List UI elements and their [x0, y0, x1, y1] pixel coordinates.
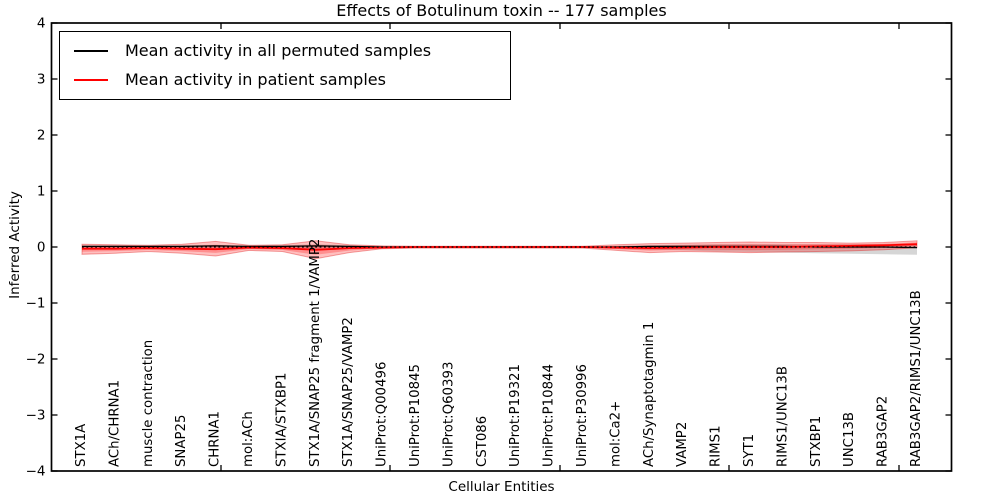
- legend-item-permuted: Mean activity in all permuted samples: [60, 36, 510, 65]
- category-label: STXIA/STXBP1: [274, 373, 289, 467]
- category-label: UniProt:P10845: [408, 364, 423, 467]
- legend-line-patient-icon: [74, 78, 108, 81]
- y-tick-label: 4: [37, 16, 46, 32]
- chart-title: Effects of Botulinum toxin -- 177 sample…: [336, 1, 667, 20]
- category-label: ACh/CHRNA1: [107, 380, 122, 467]
- category-label: RIMS1: [709, 425, 724, 467]
- category-label: RAB3GAP2: [876, 396, 891, 467]
- category-label: STX1A/SNAP25 fragment 1/VAMP2: [308, 239, 323, 467]
- category-label: RIMS1/UNC13B: [775, 366, 790, 467]
- legend-label-patient: Mean activity in patient samples: [125, 70, 386, 89]
- legend: Mean activity in all permuted samples Me…: [59, 31, 511, 100]
- category-label: UniProt:Q60393: [441, 362, 456, 467]
- category-label: mol:Ca2+: [608, 401, 623, 467]
- category-label: STX1A/SNAP25/VAMP2: [341, 317, 356, 467]
- category-label: ACh/Synaptotagmin 1: [642, 322, 657, 467]
- category-label: UniProt:P10844: [542, 364, 557, 467]
- category-label: UniProt:P19321: [508, 364, 523, 467]
- category-label: RAB3GAP2/RIMS1/UNC13B: [909, 290, 924, 467]
- category-label: CST086: [475, 416, 490, 467]
- y-tick-label: 1: [37, 184, 46, 200]
- category-label: SYT1: [742, 434, 757, 467]
- category-label: UniProt:P30996: [575, 364, 590, 467]
- legend-label-permuted: Mean activity in all permuted samples: [125, 41, 432, 60]
- category-label: STX1A: [74, 424, 89, 467]
- category-label: UniProt:Q00496: [375, 362, 390, 467]
- y-tick-label: 0: [37, 240, 46, 256]
- category-label: SNAP25: [174, 415, 189, 467]
- x-axis-label: Cellular Entities: [448, 479, 555, 495]
- category-label: VAMP2: [675, 422, 690, 467]
- y-tick-label: −2: [26, 352, 46, 368]
- y-tick-label: −4: [26, 464, 46, 480]
- legend-line-permuted-icon: [74, 49, 108, 52]
- patient-band-inner: [82, 242, 917, 255]
- category-label: STXBP1: [809, 416, 824, 467]
- y-tick-label: 3: [37, 72, 46, 88]
- legend-item-patient: Mean activity in patient samples: [60, 65, 510, 94]
- category-label: UNC13B: [842, 412, 857, 467]
- y-tick-label: −3: [26, 408, 46, 424]
- category-label: muscle contraction: [141, 340, 156, 467]
- category-label: CHRNA1: [208, 411, 223, 467]
- category-label: mol:ACh: [241, 411, 256, 467]
- y-tick-label: −1: [26, 296, 46, 312]
- y-tick-label: 2: [37, 128, 46, 144]
